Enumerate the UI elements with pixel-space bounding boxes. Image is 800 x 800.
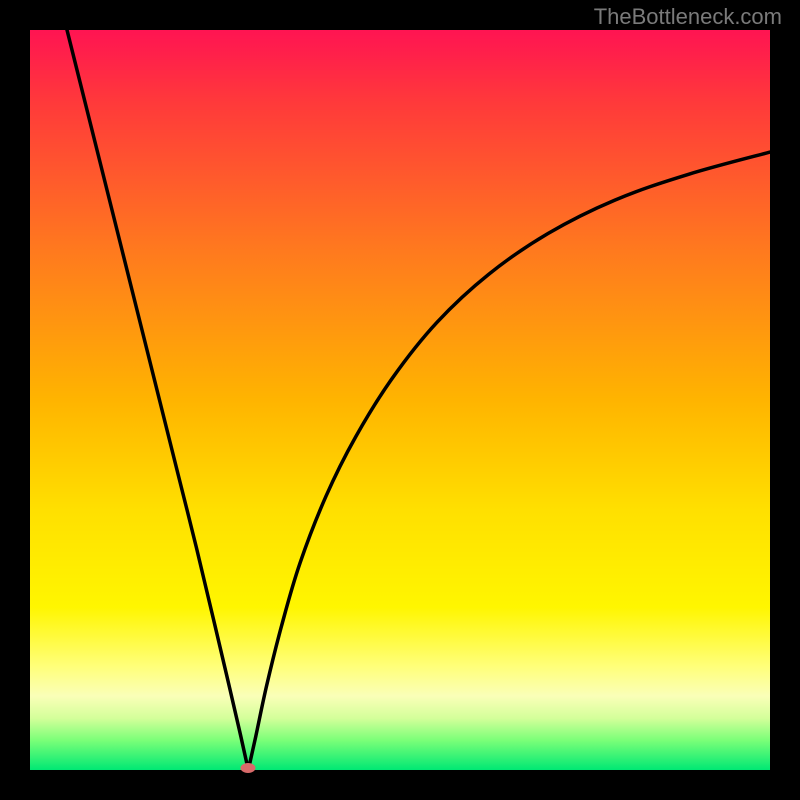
plot-area: [30, 30, 770, 770]
minimum-marker: [241, 763, 256, 773]
watermark-text: TheBottleneck.com: [594, 4, 782, 30]
chart-outer: TheBottleneck.com: [0, 0, 800, 800]
bottleneck-curve: [30, 30, 770, 770]
